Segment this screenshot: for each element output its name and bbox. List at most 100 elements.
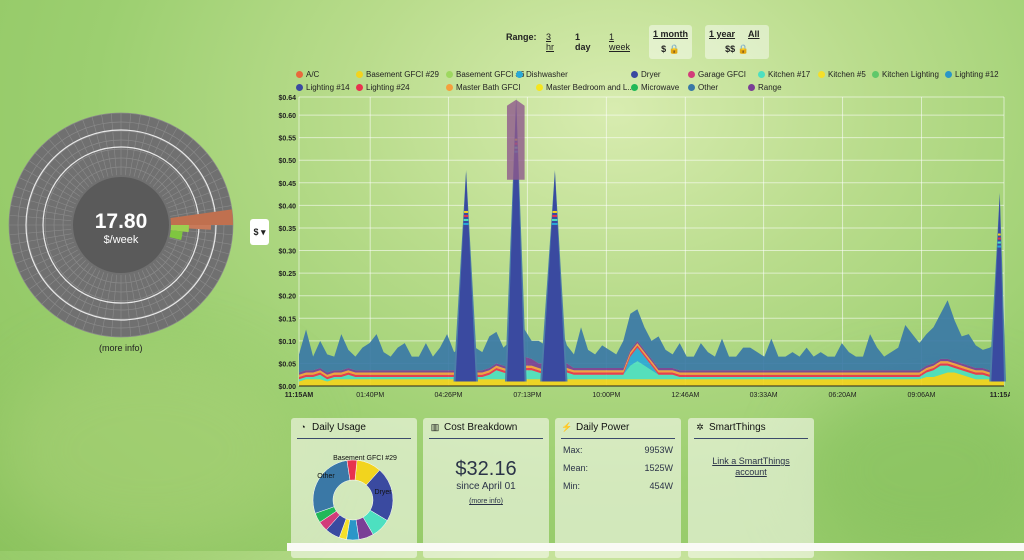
legend-label: Master Bedroom and L... [546, 83, 635, 92]
spike-dryer[interactable] [991, 194, 1004, 382]
range-1month-label: 1 month [653, 29, 688, 39]
cost-more-info-link[interactable]: (more info) [469, 498, 503, 505]
legend-item-basement-gfci-29[interactable]: Basement GFCI #29 [356, 70, 439, 79]
power-mean-row: Mean: 1525W [563, 463, 673, 473]
daily-power-title: Daily Power [576, 422, 630, 433]
y-tick-label: $0.00 [278, 384, 296, 391]
y-tick-label: $0.64 [278, 95, 296, 102]
unit-dropdown-button[interactable]: $ ▾ [250, 219, 269, 245]
footer-bar [287, 543, 1024, 551]
legend-label: Lighting #12 [955, 70, 999, 79]
legend-item-a-c[interactable]: A/C [296, 70, 319, 79]
range-3hr[interactable]: 3 hr [546, 32, 555, 52]
gauge-spoke [169, 195, 230, 213]
legend-swatch [516, 71, 523, 78]
gauge-spoke [9, 229, 72, 236]
usage-area-chart: $0.00 $0.05 $0.10 $0.15 $0.20 $0.25 $0.30 $0.35… [278, 95, 1010, 399]
gauge-spoke [169, 237, 230, 255]
legend-label: Kitchen #17 [768, 70, 811, 79]
smartthings-link[interactable]: Link a SmartThings account [712, 456, 790, 477]
range-1day[interactable]: 1 day [575, 32, 591, 52]
range-1week[interactable]: 1 week [609, 32, 631, 52]
legend-swatch [631, 84, 638, 91]
gauge-spoke [101, 274, 113, 336]
legend-item-master-bedroom-and-l[interactable]: Master Bedroom and L... [536, 83, 634, 92]
gauge-spoke [149, 133, 186, 185]
donut-slice-other[interactable] [312, 460, 351, 514]
gauge-spoke [73, 123, 101, 180]
range-1month-lock: $ 🔒 [661, 44, 680, 54]
gauge-spoke [48, 139, 90, 187]
gauge-spoke [166, 245, 223, 273]
cost-breakdown-card: ▥ Cost Breakdown $32.16 since April 01 (m… [423, 418, 549, 558]
gauge-spoke [159, 152, 207, 194]
legend-swatch [356, 84, 363, 91]
gauge-more-info-link[interactable]: (more info) [99, 343, 143, 353]
power-min-value: 454W [649, 481, 673, 491]
legend-item-master-bath-gfci[interactable]: Master Bath GFCI [446, 83, 520, 92]
gauge-spoke [159, 256, 207, 298]
range-label: Range: [506, 32, 537, 42]
gauge-spoke [56, 133, 93, 185]
gauge-spoke [41, 145, 86, 190]
area-series-kitchen-17[interactable] [299, 361, 1004, 382]
gauge-spoke [15, 186, 75, 209]
gauge-spoke [149, 265, 186, 317]
spike-dryer[interactable] [455, 171, 476, 382]
gauge-spoke [23, 168, 78, 201]
gauge-center [73, 177, 169, 273]
gauge-value: 17.80 [95, 210, 148, 233]
gauge-spoke [12, 237, 73, 255]
legend-item-lighting-12[interactable]: Lighting #12 [945, 70, 999, 79]
area-series-lighting-24[interactable] [299, 345, 1004, 380]
legend-item-basement-gfci-6[interactable]: Basement GFCI #6 [446, 70, 524, 79]
x-tick-label: 10:00PM [592, 392, 620, 399]
legend-label: Dryer [641, 70, 661, 79]
legend-item-kitchen-17[interactable]: Kitchen #17 [758, 70, 810, 79]
legend-label: Lighting #14 [306, 83, 350, 92]
legend-item-lighting-14[interactable]: Lighting #14 [296, 83, 350, 92]
spike-dryer[interactable] [506, 99, 525, 382]
gauge-spoke [9, 214, 72, 221]
donut-slice-lighting-24[interactable] [346, 459, 358, 481]
area-series-master-bath-gfci[interactable] [299, 343, 1004, 377]
legend-item-other[interactable]: Other [688, 83, 718, 92]
x-tick-label: 11:15AM [990, 392, 1010, 399]
x-tick-label: 06:20AM [829, 392, 857, 399]
legend-item-range[interactable]: Range [748, 83, 782, 92]
power-max-row: Max: 9953W [563, 445, 673, 455]
gauge-spoke [35, 152, 83, 194]
gauge-spoke [91, 273, 109, 334]
daily-usage-title: Daily Usage [312, 422, 366, 433]
smartthings-title: SmartThings [709, 422, 766, 433]
range-1month[interactable]: 1 month $ 🔒 [649, 25, 692, 59]
legend-label: Kitchen Lighting [882, 70, 939, 79]
legend-item-dishwasher[interactable]: Dishwasher [516, 70, 568, 79]
legend-swatch [296, 84, 303, 91]
legend-label: Other [698, 83, 719, 92]
gauge-spoke [91, 116, 109, 177]
legend-swatch [446, 84, 453, 91]
range-all-label[interactable]: All [748, 29, 760, 39]
spike-range-cap [506, 99, 525, 180]
legend-item-lighting-24[interactable]: Lighting #24 [356, 83, 410, 92]
legend-swatch [758, 71, 765, 78]
range-1year[interactable]: 1 year All $$ 🔒 [705, 25, 769, 59]
power-max-label: Max: [563, 445, 583, 455]
gauge-spoke [101, 114, 113, 176]
legend-label: Dishwasher [526, 70, 568, 79]
gauge-spoke [64, 268, 97, 323]
y-tick-label: $0.05 [278, 361, 296, 368]
gauge-spoke [156, 145, 201, 190]
gauge-spoke [166, 177, 223, 205]
spike-dryer[interactable] [542, 171, 566, 382]
donut-label: Basement GFCI #29 [333, 455, 397, 462]
legend-item-kitchen-5[interactable]: Kitchen #5 [818, 70, 866, 79]
legend-item-microwave[interactable]: Microwave [631, 83, 679, 92]
gauge-spoke [125, 274, 132, 337]
legend-item-dryer[interactable]: Dryer [631, 70, 661, 79]
area-series-range[interactable] [299, 340, 1004, 375]
gauge-spoke [137, 119, 160, 179]
legend-item-garage-gfci[interactable]: Garage GFCI [688, 70, 746, 79]
legend-item-kitchen-lighting[interactable]: Kitchen Lighting [872, 70, 939, 79]
